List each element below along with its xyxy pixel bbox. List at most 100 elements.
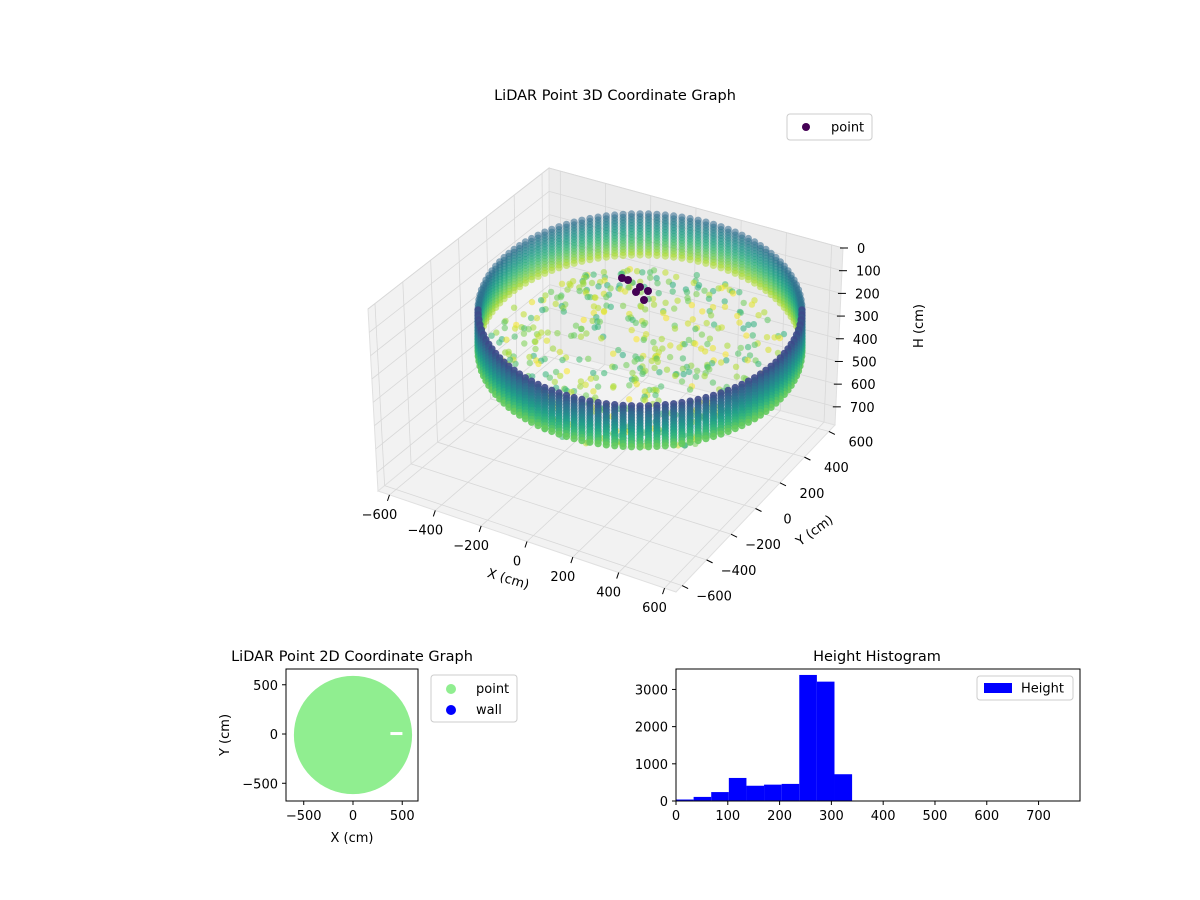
scatter-3d-floor-point — [639, 370, 646, 377]
scatter-3d-x-tick — [662, 587, 666, 595]
scatter-3d-floor-point — [699, 308, 706, 315]
scatter-3d-grid-line — [618, 410, 781, 573]
scatter-3d-floor-point — [658, 335, 665, 343]
scatter-3d-floor-point — [501, 319, 508, 326]
scatter-3d-floor-point — [577, 333, 585, 340]
scatter-3d-floor-point — [640, 321, 647, 328]
scatter-3d-panel: LiDAR Point 3D Coordinate Graph −600 −400… — [362, 88, 927, 616]
scatter-3d-floor-point — [528, 298, 536, 306]
scatter-3d-floor-point — [723, 357, 730, 364]
histogram-y-tick-label: 1000 — [635, 758, 668, 773]
scatter-3d-floor-point — [588, 279, 596, 287]
scatter-3d-floor-point — [650, 301, 658, 308]
scatter-3d-wall-point — [619, 442, 627, 450]
scatter-3d-floor-point — [701, 348, 709, 355]
scatter-3d-wall-point — [731, 425, 739, 433]
scatter-3d-legend-box — [786, 113, 873, 141]
scatter-3d-floor-point — [576, 356, 583, 363]
scatter-3d-grid-line — [548, 167, 844, 249]
scatter-3d-wall-point — [534, 272, 542, 280]
scatter-3d-floor-point — [740, 299, 747, 307]
scatter-3d-grid-line — [367, 167, 550, 310]
scatter-3d-wall-point — [751, 279, 759, 287]
scatter-3d-floor-point — [667, 342, 674, 349]
scatter-3d-y-tick-label: −400 — [721, 564, 757, 579]
scatter-3d-floor-point — [744, 357, 751, 364]
scatter-3d-z-tick-label: 400 — [853, 333, 878, 348]
scatter-3d-floor-point — [554, 330, 561, 337]
scatter-3d-z-tick-label: 300 — [854, 310, 879, 325]
scatter-3d-floor-point — [594, 304, 602, 312]
scatter-3d-wall-point — [528, 276, 536, 284]
scatter-3d-floor-point — [582, 381, 589, 388]
scatter-3d-floor-point — [761, 309, 768, 316]
scatter-3d-wall-point — [717, 430, 725, 438]
scatter-3d-wall-point — [602, 441, 610, 449]
scatter-3d-floor-point — [708, 360, 716, 367]
scatter-3d-floor-point — [551, 378, 558, 386]
scatter-3d-wall-point — [731, 269, 739, 277]
scatter-3d-floor-point — [615, 346, 622, 354]
histogram-x-tick-label: 400 — [871, 809, 896, 824]
scatter-3d-dark-point — [632, 288, 640, 296]
scatter-3d-y-tick-label: −200 — [745, 538, 781, 553]
scatter-3d-floor-point — [681, 341, 688, 348]
scatter-3d-z-tick-label: 700 — [850, 401, 875, 416]
scatter-3d-wall-point — [653, 442, 661, 450]
scatter-3d-floor-point — [527, 314, 535, 322]
scatter-3d-floor-point — [601, 369, 608, 377]
histogram-bar — [676, 799, 694, 801]
scatter-2d-ylabel: Y (cm) — [218, 714, 233, 757]
scatter-3d-floor-point — [535, 333, 542, 340]
scatter-3d-z-tick-label: 0 — [857, 242, 865, 257]
scatter-3d-floor-point — [733, 373, 740, 380]
scatter-3d-floor-point — [679, 365, 687, 372]
scatter-3d-grid-line — [823, 244, 833, 423]
scatter-3d-floor-point — [611, 364, 618, 371]
histogram-x-tick-label: 100 — [715, 809, 740, 824]
scatter-3d-floor-point — [671, 325, 679, 332]
scatter-3d-wall-point — [562, 432, 571, 441]
scatter-3d-floor-point — [678, 378, 686, 385]
histogram-x-tick-label: 700 — [1026, 809, 1051, 824]
scatter-3d-floor-point — [556, 348, 564, 356]
scatter-3d-y-tick — [779, 482, 787, 487]
scatter-3d-floor-point — [511, 333, 518, 340]
scatter-3d-floor-point — [647, 274, 654, 281]
scatter-3d-floor-point — [701, 372, 708, 380]
scatter-3d-wall-point — [611, 252, 619, 260]
scatter-3d-floor-point — [704, 340, 711, 348]
scatter-3d-z-tick-label: 500 — [852, 355, 877, 370]
scatter-3d-floor-point — [642, 397, 649, 404]
scatter-3d-wall-point — [548, 266, 556, 274]
scatter-3d-floor-point — [537, 297, 545, 304]
scatter-3d-floor-point — [660, 309, 667, 317]
scatter-3d-floor-point — [776, 334, 783, 342]
scatter-3d-floor-point — [533, 314, 541, 322]
scatter-3d-points — [474, 210, 806, 451]
scatter-3d-floor-point — [666, 353, 674, 361]
scatter-3d-floor-point — [493, 329, 500, 336]
histogram-legend: Height — [976, 675, 1074, 701]
scatter-3d-grid-line — [543, 355, 829, 432]
scatter-3d-floor-point — [521, 340, 528, 347]
scatter-3d-y-tick-label: 200 — [800, 487, 825, 502]
scatter-3d-wall-point — [570, 435, 578, 443]
scatter-2d-xlabel: X (cm) — [331, 831, 374, 846]
scatter-3d-grid-line — [369, 191, 550, 333]
scatter-3d-floor-point — [552, 300, 559, 308]
histogram-bar — [746, 785, 765, 801]
scatter-2d-point-disk — [293, 675, 413, 795]
scatter-3d-floor-point — [663, 314, 670, 322]
scatter-3d-wall-point — [724, 266, 732, 274]
scatter-3d-floor-point — [546, 374, 553, 381]
scatter-3d-floor-point — [583, 330, 590, 337]
scatter-3d-floor-point — [619, 302, 627, 309]
scatter-3d-wall-point — [702, 259, 710, 267]
scatter-3d-floor-point — [623, 361, 630, 369]
scatter-3d-wall-point — [636, 251, 644, 259]
scatter-3d-x-tick — [524, 541, 528, 548]
scatter-3d-floor-point — [685, 368, 693, 376]
scatter-3d-floor-point — [740, 325, 747, 332]
